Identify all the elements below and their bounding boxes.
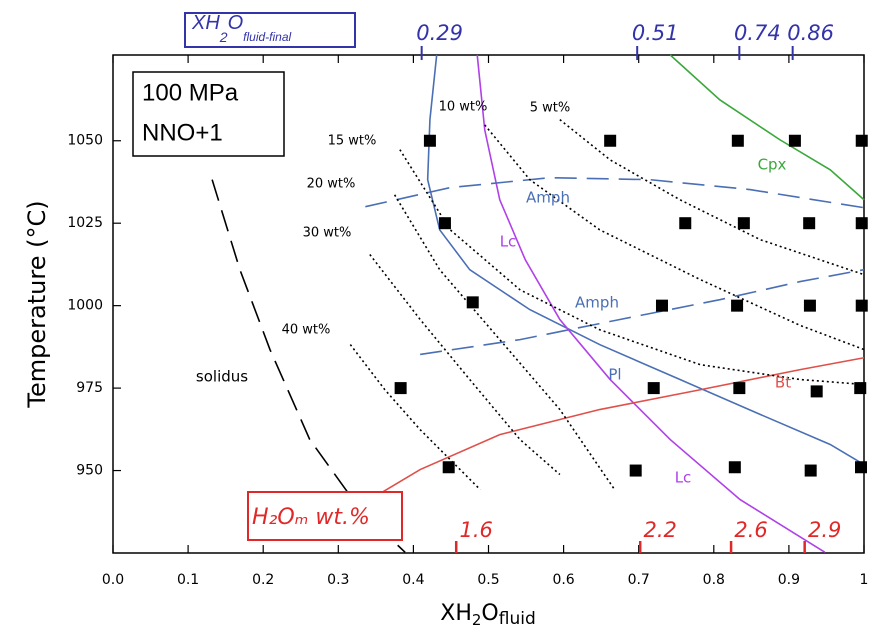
x-tick-label: 0.6 xyxy=(552,572,574,588)
bottom-axis-title: H₂Oₘ wt.% xyxy=(252,505,370,530)
x-title-part: fluid xyxy=(499,609,536,629)
x-tick-label: 0.8 xyxy=(703,572,725,588)
y-tick-label: 1050 xyxy=(67,133,103,149)
x-tick-label: 0.4 xyxy=(402,572,424,588)
curve xyxy=(211,179,406,553)
x-tick-label: 0.9 xyxy=(778,572,800,588)
curve xyxy=(349,344,481,491)
experiment-point xyxy=(728,461,741,474)
curve xyxy=(420,268,865,356)
top-axis-label: 0.86 xyxy=(787,21,834,45)
experiment-point xyxy=(803,299,816,312)
x-title-part: 2 xyxy=(472,611,482,629)
x-tick-label: 0.5 xyxy=(477,572,499,588)
experiment-point xyxy=(854,382,867,395)
x-tick-label: 0.0 xyxy=(102,572,124,588)
bottom-axis-label: 1.6 xyxy=(460,518,493,542)
experiment-point xyxy=(855,299,868,312)
condition-box xyxy=(132,71,285,157)
y-axis-title: Temperature (°C) xyxy=(23,200,51,408)
x-tick-label: 0.3 xyxy=(327,572,349,588)
experiment-point xyxy=(629,464,642,477)
experiment-point xyxy=(731,134,744,147)
y-tick-label: 975 xyxy=(76,380,103,396)
curve xyxy=(369,356,865,501)
experiment-point xyxy=(854,461,867,474)
curve-label: Amph xyxy=(526,189,570,207)
experiment-point xyxy=(737,217,750,230)
x-tick-label: 0.7 xyxy=(628,572,650,588)
curve xyxy=(484,124,865,351)
experiment-point xyxy=(810,385,823,398)
top-title-part: 2 xyxy=(219,29,228,45)
curve xyxy=(399,149,865,386)
top-axis-label: 0.74 xyxy=(734,21,781,45)
curve xyxy=(559,119,865,276)
experiment-point xyxy=(647,382,660,395)
top-title-part: fluid-final xyxy=(243,30,291,44)
experiment-point xyxy=(466,296,479,309)
top-axis-title: XH2Ofluid-final xyxy=(191,12,292,44)
top-title-part: XH xyxy=(191,12,220,34)
curve-label: Cpx xyxy=(758,156,787,174)
experiment-point xyxy=(855,217,868,230)
experiment-point xyxy=(855,134,868,147)
experiment-point xyxy=(604,134,617,147)
curve xyxy=(669,54,865,201)
bottom-axis-label: 2.2 xyxy=(643,518,676,542)
curve-label: 40 wt% xyxy=(282,323,331,338)
experiment-point xyxy=(655,299,668,312)
curve xyxy=(426,54,865,466)
y-tick-label: 950 xyxy=(76,463,103,479)
experiment-point xyxy=(803,217,816,230)
experiment-point xyxy=(733,382,746,395)
condition-line: NNO+1 xyxy=(142,119,223,146)
curve-label: Amph xyxy=(575,294,619,312)
experiment-point xyxy=(804,464,817,477)
curve-label: 5 wt% xyxy=(530,101,571,116)
x-title-part: O xyxy=(481,601,498,626)
bottom-axis-label: 2.6 xyxy=(734,518,767,542)
curve-label: 20 wt% xyxy=(307,177,356,192)
bottom-axis-title-box xyxy=(247,491,403,541)
curve xyxy=(365,176,865,209)
y-tick-label: 1025 xyxy=(67,215,103,231)
curve xyxy=(369,254,561,476)
curve-label: 10 wt% xyxy=(439,100,488,115)
condition-line: 100 MPa xyxy=(142,79,239,106)
experiment-point xyxy=(788,134,801,147)
curve-label: Bt xyxy=(775,374,791,392)
curve-label: Lc xyxy=(675,469,692,487)
top-axis-label: 0.29 xyxy=(416,21,463,45)
y-tick-label: 1000 xyxy=(67,298,103,314)
x-tick-label: 0.2 xyxy=(252,572,274,588)
bottom-axis-label: 2.9 xyxy=(808,518,841,542)
curve-label: solidus xyxy=(196,368,248,386)
curve-label: Lc xyxy=(500,233,517,251)
experiment-point xyxy=(394,382,407,395)
curve-label: 15 wt% xyxy=(328,134,377,149)
experiment-point xyxy=(438,217,451,230)
x-title-part: XH xyxy=(440,601,472,626)
x-tick-label: 0.1 xyxy=(177,572,199,588)
curve-label: 30 wt% xyxy=(303,226,352,241)
top-axis-label: 0.51 xyxy=(632,21,679,45)
curve-label: Pl xyxy=(608,366,621,384)
top-title-part: O xyxy=(228,12,244,34)
top-axis-title-box xyxy=(184,12,356,48)
x-tick-label: 1 xyxy=(860,572,869,588)
experiment-point xyxy=(679,217,692,230)
x-axis-title: XH2Ofluid xyxy=(440,601,536,629)
experiment-point xyxy=(423,134,436,147)
experiment-point xyxy=(731,299,744,312)
experiment-point xyxy=(442,461,455,474)
curve xyxy=(476,54,826,554)
